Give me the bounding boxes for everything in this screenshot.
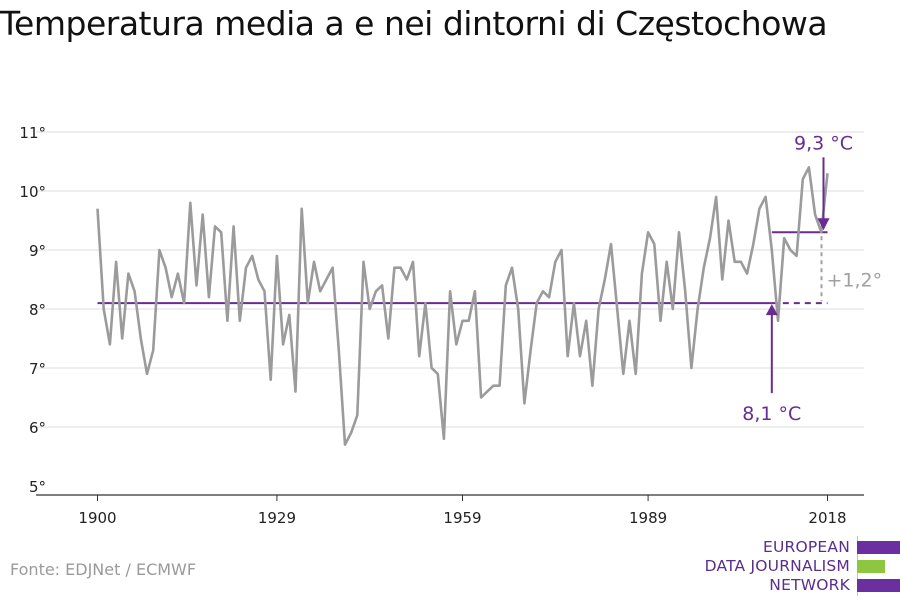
logo-text-line3: NETWORK [769, 576, 850, 594]
logo-bar-purple-top [857, 541, 900, 554]
gridlines [36, 131, 864, 428]
recent-arrow-head [817, 218, 830, 231]
y-tick-label: 7° [29, 360, 46, 378]
y-tick-label: 11° [19, 124, 46, 142]
y-tick-label: 6° [29, 419, 46, 437]
annotations: 8,1 °C 9,3 °C +1,2° [742, 132, 882, 425]
y-axis-labels: 5° 6° 7° 8° 9° 10° 11° [19, 124, 46, 496]
x-tick-label: 1929 [258, 509, 296, 527]
delta-label: +1,2° [827, 270, 883, 292]
y-tick-label: 10° [19, 183, 46, 201]
chart-title: Temperatura media a e nei dintorni di Cz… [0, 4, 828, 43]
x-tick-label: 1900 [78, 509, 116, 527]
logo-text-line2: DATA JOURNALISM [704, 557, 850, 575]
recent-label: 9,3 °C [794, 132, 853, 154]
x-tick-label: 1959 [443, 509, 481, 527]
x-axis: 1900 1929 1959 1989 2018 [36, 494, 864, 527]
logo-text-line1: EUROPEAN [762, 538, 850, 556]
edjnet-logo: EUROPEAN DATA JOURNALISM NETWORK [700, 536, 900, 596]
y-tick-label: 5° [29, 478, 46, 496]
temperature-series-line [96, 166, 829, 446]
x-tick-label: 1989 [629, 509, 667, 527]
y-tick-label: 9° [29, 242, 46, 260]
baseline-label: 8,1 °C [742, 403, 801, 425]
logo-bar-purple-bottom [857, 579, 900, 592]
x-tick-label: 2018 [808, 509, 846, 527]
source-note: Fonte: EDJNet / ECMWF [10, 560, 197, 579]
logo-bar-green [857, 560, 885, 573]
baseline-arrow-head [765, 304, 778, 316]
y-tick-label: 8° [29, 301, 46, 319]
